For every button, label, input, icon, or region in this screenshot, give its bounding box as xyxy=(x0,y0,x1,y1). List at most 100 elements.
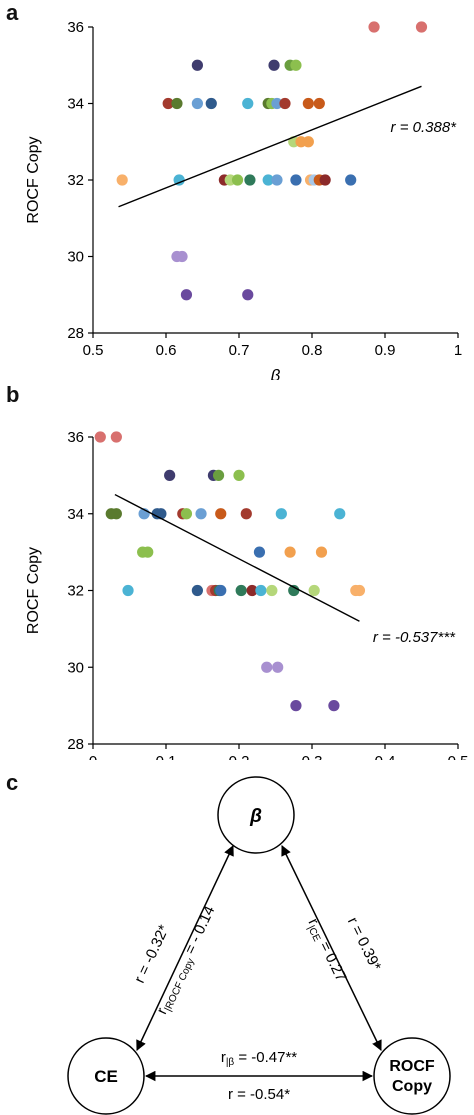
x-tick-label: 0.1 xyxy=(156,753,177,760)
data-point xyxy=(353,584,366,597)
data-point xyxy=(302,97,314,110)
data-point xyxy=(302,136,314,148)
data-point xyxy=(284,546,296,558)
node-ce-label: CE xyxy=(94,1067,118,1086)
data-point xyxy=(180,508,193,520)
data-point xyxy=(191,97,203,110)
y-tick-label: 28 xyxy=(67,325,84,342)
data-point xyxy=(116,174,128,186)
data-point xyxy=(94,431,106,443)
data-point xyxy=(290,59,302,71)
bottom-edge-partial: r|β = -0.47** xyxy=(221,1049,297,1068)
y-tick-label: 34 xyxy=(67,96,84,113)
correlation-annotation: r = -0.537*** xyxy=(373,629,456,646)
x-tick-label: 0.2 xyxy=(229,753,250,760)
data-point xyxy=(215,584,227,597)
node-beta-label: β xyxy=(249,806,262,827)
data-point xyxy=(164,469,176,481)
data-point xyxy=(290,700,302,712)
x-tick-label: 0.4 xyxy=(375,753,396,760)
data-point xyxy=(191,584,203,597)
y-tick-label: 36 xyxy=(67,429,84,446)
left-edge-r: r = -0.32* xyxy=(131,922,173,986)
data-point xyxy=(271,174,283,186)
x-axis-label: β xyxy=(270,366,281,380)
x-tick-label: 1 xyxy=(454,342,462,359)
y-axis-label: ROCF Copy xyxy=(25,136,42,223)
node-rocf-line2: Copy xyxy=(392,1078,432,1095)
y-axis-label: ROCF Copy xyxy=(25,547,42,634)
data-point xyxy=(176,250,188,263)
y-tick-label: 36 xyxy=(67,19,84,36)
data-point xyxy=(328,700,340,712)
data-point xyxy=(253,546,266,558)
data-point xyxy=(240,508,252,520)
y-tick-label: 32 xyxy=(67,172,84,189)
data-point xyxy=(205,97,217,110)
path-diagram: β CE ROCF Copy r = -0.32* r|ROCF Copy = … xyxy=(67,776,451,1115)
data-point xyxy=(275,508,287,520)
panel-label-b: b xyxy=(6,382,20,407)
data-point xyxy=(142,546,154,558)
data-point xyxy=(313,97,325,110)
data-point xyxy=(242,97,254,110)
data-point xyxy=(279,97,291,110)
data-point xyxy=(415,21,428,33)
data-point xyxy=(266,584,278,597)
node-ce: CE xyxy=(67,1037,145,1115)
data-point xyxy=(368,21,380,33)
node-rocf-copy: ROCF Copy xyxy=(373,1037,451,1115)
chart-b-ce-vs-rocf: 283032343600.10.20.30.40.5Commission Err… xyxy=(25,429,469,760)
x-tick-label: 0.5 xyxy=(448,753,469,760)
data-point xyxy=(244,174,256,186)
left-edge-partial: r|ROCF Copy = - 0.14 xyxy=(153,903,220,1018)
x-tick-label: 0.8 xyxy=(302,342,323,359)
panel-label-c: c xyxy=(6,770,19,795)
data-point xyxy=(233,469,245,481)
x-tick-label: 0.7 xyxy=(229,342,250,359)
x-tick-label: 0.5 xyxy=(83,342,104,359)
y-tick-label: 32 xyxy=(67,583,84,600)
trend-line xyxy=(118,85,422,208)
data-point xyxy=(195,508,207,520)
node-beta: β xyxy=(217,776,295,854)
y-tick-label: 30 xyxy=(67,249,84,266)
trend-line xyxy=(114,493,360,622)
data-point xyxy=(261,661,273,673)
x-tick-label: 0.6 xyxy=(156,342,177,359)
right-edge-partial: r|CE = 0.27 xyxy=(303,916,350,985)
data-point xyxy=(122,584,134,597)
bottom-edge-r: r = -0.54* xyxy=(228,1086,290,1103)
data-point xyxy=(315,546,328,558)
data-point xyxy=(246,584,258,597)
data-point xyxy=(308,584,320,597)
data-point xyxy=(288,584,300,597)
edge-ce-beta xyxy=(136,845,234,1051)
data-point xyxy=(215,508,227,520)
data-point xyxy=(180,289,193,301)
data-point xyxy=(334,508,346,520)
data-point xyxy=(191,59,203,71)
x-tick-label: 0 xyxy=(89,753,97,760)
y-tick-label: 34 xyxy=(67,506,84,523)
data-point xyxy=(319,174,331,186)
data-point xyxy=(345,174,357,186)
data-point xyxy=(290,174,302,186)
data-point xyxy=(255,584,267,597)
node-rocf-line1: ROCF xyxy=(389,1058,435,1075)
data-point xyxy=(110,508,122,520)
y-tick-label: 30 xyxy=(67,659,84,676)
data-point xyxy=(212,469,225,481)
data-point xyxy=(171,97,183,110)
data-point xyxy=(271,97,283,110)
data-point xyxy=(231,174,244,186)
data-point xyxy=(262,174,274,186)
correlation-annotation: r = 0.388* xyxy=(391,119,458,136)
right-edge-r: r = 0.39* xyxy=(344,915,384,974)
panel-label-a: a xyxy=(6,0,19,25)
data-point xyxy=(242,289,254,301)
x-tick-label: 0.9 xyxy=(375,342,396,359)
data-point xyxy=(162,97,174,110)
data-point xyxy=(268,59,280,71)
y-tick-label: 28 xyxy=(67,736,84,753)
